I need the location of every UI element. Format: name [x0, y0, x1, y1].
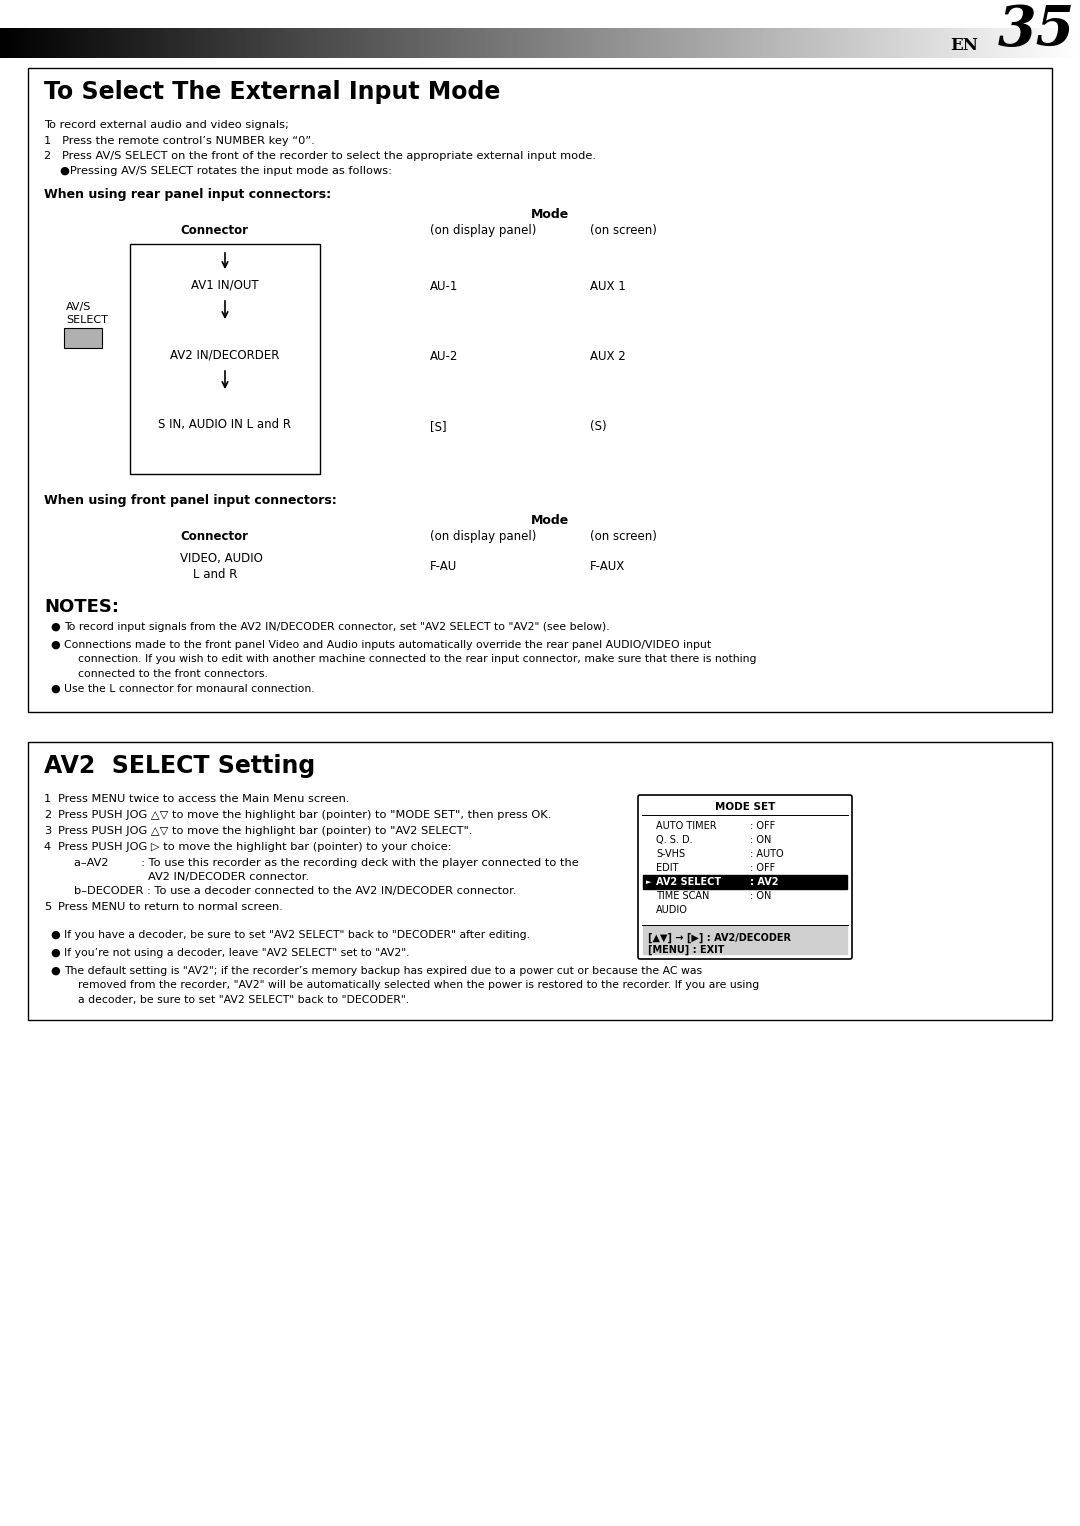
Text: AUTO TIMER: AUTO TIMER: [656, 821, 717, 832]
Bar: [643, 926, 847, 954]
Text: AV1 IN/OUT: AV1 IN/OUT: [191, 278, 259, 291]
Text: 1: 1: [44, 794, 51, 804]
Bar: [0, 0, 1080, 31]
Text: b–DECODER : To use a decoder connected to the AV2 IN/DECODER connector.: b–DECODER : To use a decoder connected t…: [75, 887, 516, 896]
Text: (on display panel): (on display panel): [430, 530, 537, 543]
Text: : AV2: : AV2: [750, 877, 779, 887]
Text: : OFF: : OFF: [750, 864, 775, 873]
Text: Connector: Connector: [180, 224, 248, 237]
Text: AUDIO: AUDIO: [656, 905, 688, 916]
Text: ●: ●: [50, 684, 59, 694]
Text: ●: ●: [50, 639, 59, 650]
Text: Connections made to the front panel Video and Audio inputs automatically overrid: Connections made to the front panel Vide…: [64, 639, 756, 679]
Text: ►: ►: [646, 879, 651, 885]
Text: If you have a decoder, be sure to set "AV2 SELECT" back to "DECODER" after editi: If you have a decoder, be sure to set "A…: [64, 929, 530, 940]
Text: Mode: Mode: [531, 208, 569, 221]
Bar: [28, 742, 1052, 1019]
Text: ●: ●: [50, 948, 59, 958]
Text: ●: ●: [50, 929, 59, 940]
Bar: [130, 244, 320, 475]
Text: EN: EN: [950, 37, 977, 53]
Text: : AUTO: : AUTO: [750, 848, 784, 859]
Text: Connector: Connector: [180, 530, 248, 543]
Bar: [64, 328, 102, 348]
Bar: [28, 69, 1052, 713]
Text: AU-1: AU-1: [430, 279, 458, 293]
Text: To Select The External Input Mode: To Select The External Input Mode: [44, 79, 500, 104]
Text: S IN, AUDIO IN L and R: S IN, AUDIO IN L and R: [159, 418, 292, 430]
Text: Use the L connector for monaural connection.: Use the L connector for monaural connect…: [64, 684, 314, 694]
Text: Mode: Mode: [531, 514, 569, 526]
Text: Press PUSH JOG △▽ to move the highlight bar (pointer) to "AV2 SELECT".: Press PUSH JOG △▽ to move the highlight …: [58, 826, 473, 836]
Text: AV2  SELECT Setting: AV2 SELECT Setting: [44, 754, 315, 778]
Text: To record external audio and video signals;: To record external audio and video signa…: [44, 121, 288, 130]
Text: 3: 3: [44, 826, 51, 836]
Text: To record input signals from the AV2 IN/DECODER connector, set "AV2 SELECT to "A: To record input signals from the AV2 IN/…: [64, 623, 609, 632]
Text: : ON: : ON: [750, 891, 771, 900]
Text: : OFF: : OFF: [750, 821, 775, 832]
Text: ●: ●: [50, 623, 59, 632]
Text: AUX 1: AUX 1: [590, 279, 625, 293]
Text: 1   Press the remote control’s NUMBER key “0”.: 1 Press the remote control’s NUMBER key …: [44, 136, 314, 146]
Text: 2   Press AV/S SELECT on the front of the recorder to select the appropriate ext: 2 Press AV/S SELECT on the front of the …: [44, 151, 596, 162]
Text: [MENU] : EXIT: [MENU] : EXIT: [648, 945, 725, 955]
Text: ●: ●: [50, 966, 59, 977]
Text: If you’re not using a decoder, leave "AV2 SELECT" set to "AV2".: If you’re not using a decoder, leave "AV…: [64, 948, 409, 958]
Text: (on screen): (on screen): [590, 530, 657, 543]
Text: 5: 5: [44, 902, 51, 913]
Text: : ON: : ON: [750, 835, 771, 845]
Text: AV2 IN/DECORDER: AV2 IN/DECORDER: [171, 348, 280, 362]
Text: When using front panel input connectors:: When using front panel input connectors:: [44, 494, 337, 507]
Text: AU-2: AU-2: [430, 349, 458, 363]
Bar: [643, 874, 847, 890]
Text: AV2 SELECT: AV2 SELECT: [656, 877, 721, 887]
Text: When using rear panel input connectors:: When using rear panel input connectors:: [44, 188, 332, 201]
Text: NOTES:: NOTES:: [44, 598, 119, 617]
Text: [▲▼] → [▶] : AV2/DECODER: [▲▼] → [▶] : AV2/DECODER: [648, 932, 791, 943]
FancyBboxPatch shape: [638, 795, 852, 958]
Text: F-AU: F-AU: [430, 560, 457, 572]
Text: AV/S: AV/S: [66, 302, 92, 311]
Text: [S]: [S]: [430, 420, 447, 433]
Text: L and R: L and R: [193, 568, 238, 581]
Text: SELECT: SELECT: [66, 314, 108, 325]
Text: EDIT: EDIT: [656, 864, 678, 873]
Text: AUX 2: AUX 2: [590, 349, 625, 363]
Text: The default setting is "AV2"; if the recorder’s memory backup has expired due to: The default setting is "AV2"; if the rec…: [64, 966, 759, 1004]
Text: S-VHS: S-VHS: [656, 848, 685, 859]
Text: Press PUSH JOG △▽ to move the highlight bar (pointer) to "MODE SET", then press : Press PUSH JOG △▽ to move the highlight …: [58, 810, 551, 819]
Text: ●Pressing AV/S SELECT rotates the input mode as follows:: ●Pressing AV/S SELECT rotates the input …: [60, 166, 392, 175]
Text: (on display panel): (on display panel): [430, 224, 537, 237]
Text: Press PUSH JOG ▷ to move the highlight bar (pointer) to your choice:: Press PUSH JOG ▷ to move the highlight b…: [58, 842, 451, 852]
Text: MODE SET: MODE SET: [715, 803, 775, 812]
Text: Press MENU twice to access the Main Menu screen.: Press MENU twice to access the Main Menu…: [58, 794, 350, 804]
Text: Q. S. D.: Q. S. D.: [656, 835, 692, 845]
Text: 4: 4: [44, 842, 51, 852]
Text: VIDEO, AUDIO: VIDEO, AUDIO: [180, 552, 262, 565]
Text: Press MENU to return to normal screen.: Press MENU to return to normal screen.: [58, 902, 283, 913]
Text: a–AV2         : To use this recorder as the recording deck with the player conne: a–AV2 : To use this recorder as the reco…: [75, 858, 579, 868]
Text: AV2 IN/DECODER connector.: AV2 IN/DECODER connector.: [148, 871, 309, 882]
Text: 2: 2: [44, 810, 51, 819]
Text: (S): (S): [590, 420, 607, 433]
Text: 35: 35: [998, 3, 1075, 58]
Text: (on screen): (on screen): [590, 224, 657, 237]
Text: F-AUX: F-AUX: [590, 560, 625, 572]
Text: TIME SCAN: TIME SCAN: [656, 891, 710, 900]
